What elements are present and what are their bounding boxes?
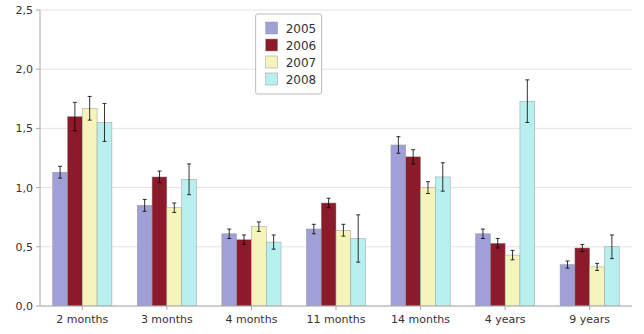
bar: [406, 157, 421, 306]
error-bar: [511, 250, 515, 259]
x-tick-label: 4 months: [225, 313, 277, 326]
y-tick: [36, 10, 40, 11]
bar: [82, 108, 97, 306]
x-tick: [420, 306, 421, 310]
error-bar: [102, 104, 106, 142]
error-bar: [566, 261, 570, 268]
error-bar: [525, 80, 529, 123]
bar: [391, 145, 406, 306]
x-tick-label: 4 years: [485, 313, 526, 326]
error-bar: [396, 137, 400, 154]
bar: [152, 177, 167, 306]
x-tick: [251, 306, 252, 310]
error-bar: [172, 203, 176, 212]
legend-swatch: [266, 73, 278, 85]
error-bar: [441, 163, 445, 191]
error-bar: [227, 229, 231, 238]
bar: [590, 267, 605, 306]
bar: [237, 240, 252, 306]
error-bar: [88, 96, 92, 120]
bars: [53, 80, 620, 306]
error-bar: [312, 224, 316, 233]
legend-swatch: [266, 22, 278, 34]
legend-label: 2005: [286, 22, 317, 36]
grid-line: [40, 128, 632, 129]
grid-line: [40, 69, 632, 70]
x-tick: [505, 306, 506, 310]
bar: [476, 234, 491, 306]
x-tick-label: 9 years: [569, 313, 610, 326]
y-tick-label: 1,0: [16, 182, 34, 195]
bar: [222, 234, 237, 306]
y-tick: [36, 306, 40, 307]
x-tick: [589, 306, 590, 310]
x-tick-label: 3 months: [141, 313, 193, 326]
bar: [490, 243, 505, 306]
y-tick: [36, 246, 40, 247]
legend: 2005 2006 2007 2008: [256, 14, 322, 94]
error-bar: [610, 235, 614, 259]
error-bar: [242, 235, 246, 244]
y-tick-label: 1,5: [16, 122, 34, 135]
error-bar: [356, 215, 360, 262]
bar: [421, 188, 436, 306]
legend-label: 2007: [286, 56, 317, 70]
bar: [435, 177, 450, 306]
error-bar: [481, 229, 485, 238]
y-tick-label: 2,0: [16, 63, 34, 76]
error-bar: [595, 263, 599, 270]
bar: [251, 227, 266, 306]
bar: [306, 229, 321, 306]
legend-swatch: [266, 56, 278, 68]
error-bar: [426, 182, 430, 194]
y-tick-label: 2,5: [16, 4, 34, 17]
bar: [560, 265, 575, 306]
bar: [336, 230, 351, 306]
y-tick: [36, 128, 40, 129]
y-tick-label: 0,5: [16, 241, 34, 254]
legend-box: [256, 14, 322, 94]
y-tick-label: 0,0: [16, 300, 34, 313]
legend-label: 2006: [286, 39, 317, 53]
legend-swatch: [266, 39, 278, 51]
y-tick: [36, 69, 40, 70]
x-tick-label: 11 months: [307, 313, 366, 326]
chart: 0,0 0,5 1,0 1,5 2,0 2,5 2 months 3 months 4 mont…: [0, 0, 644, 334]
error-bar: [272, 235, 276, 249]
grid: [40, 10, 632, 306]
bar: [505, 255, 520, 306]
bar: [321, 203, 336, 306]
error-bar: [341, 224, 345, 236]
bar: [575, 248, 590, 306]
x-tick-label: 2 months: [56, 313, 108, 326]
bar: [67, 117, 82, 306]
bar: [167, 208, 182, 306]
x-tick: [336, 306, 337, 310]
error-bar: [496, 239, 500, 248]
error-bar: [73, 102, 77, 130]
error-bar: [58, 166, 62, 178]
bar: [266, 242, 281, 306]
error-bar: [157, 171, 161, 183]
bar: [182, 179, 197, 306]
y-axis: [40, 10, 41, 306]
error-bar: [257, 222, 261, 231]
x-tick: [82, 306, 83, 310]
y-tick: [36, 187, 40, 188]
bar: [137, 205, 152, 306]
bar: [97, 122, 112, 306]
error-bar: [187, 164, 191, 195]
error-bar: [143, 199, 147, 211]
grid-line: [40, 10, 632, 11]
grid-line: [40, 187, 632, 188]
legend-label: 2008: [286, 73, 317, 87]
x-tick-label: 14 months: [391, 313, 450, 326]
error-bar: [327, 198, 331, 207]
error-bar: [411, 150, 415, 164]
bar: [520, 101, 535, 306]
error-bar: [580, 244, 584, 251]
bar: [53, 172, 68, 306]
x-tick: [166, 306, 167, 310]
